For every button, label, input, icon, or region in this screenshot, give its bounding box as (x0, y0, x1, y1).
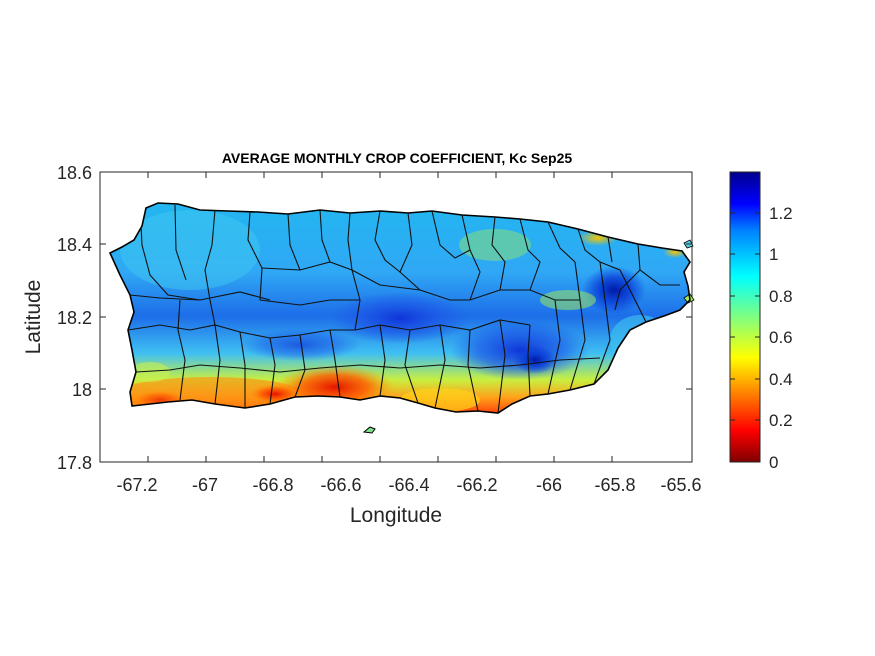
coastline (108, 202, 691, 414)
y-tick-label: 18 (72, 380, 92, 400)
colorbar-tick-label: 1.2 (769, 204, 793, 223)
x-tick-label: -66.8 (252, 475, 293, 495)
x-tick-label: -65.6 (660, 475, 701, 495)
y-axis: 18.6 18.4 18.2 18 17.8 (57, 163, 692, 473)
x-tick-label: -66.6 (320, 475, 361, 495)
map-title: AVERAGE MONTHLY CROP COEFFICIENT, Kc Sep… (222, 150, 573, 166)
colorbar-tick-label: 0.2 (769, 411, 793, 430)
colorbar-gradient (729, 171, 761, 463)
x-tick-label: -66.2 (456, 475, 497, 495)
x-axis: -67.2 -67 -66.8 -66.6 -66.4 -66.2 -66 -6… (116, 172, 702, 495)
x-tick-label: -66 (536, 475, 562, 495)
colorbar-tick-label: 0 (769, 453, 778, 472)
x-tick-label: -66.4 (388, 475, 429, 495)
colorbar-tick-label: 1 (769, 245, 778, 264)
x-tick-label: -65.8 (594, 475, 635, 495)
island-kc-raster (110, 203, 690, 413)
colorbar: 1.2 1 0.8 0.6 0.4 0.2 0 (729, 171, 793, 472)
y-tick-label: 17.8 (57, 453, 92, 473)
x-tick-label: -67 (192, 475, 218, 495)
y-axis-label: Latitude (22, 280, 45, 355)
x-tick-label: -67.2 (116, 475, 157, 495)
colorbar-tick-label: 0.6 (769, 328, 793, 347)
colorbar-tick-label: 0.8 (769, 287, 793, 306)
municipality-boundaries (127, 204, 680, 413)
y-tick-label: 18.4 (57, 235, 92, 255)
x-axis-label: Longitude (350, 504, 442, 527)
colorbar-tick-label: 0.4 (769, 370, 793, 389)
y-tick-label: 18.2 (57, 308, 92, 328)
y-tick-label: 18.6 (57, 163, 92, 183)
